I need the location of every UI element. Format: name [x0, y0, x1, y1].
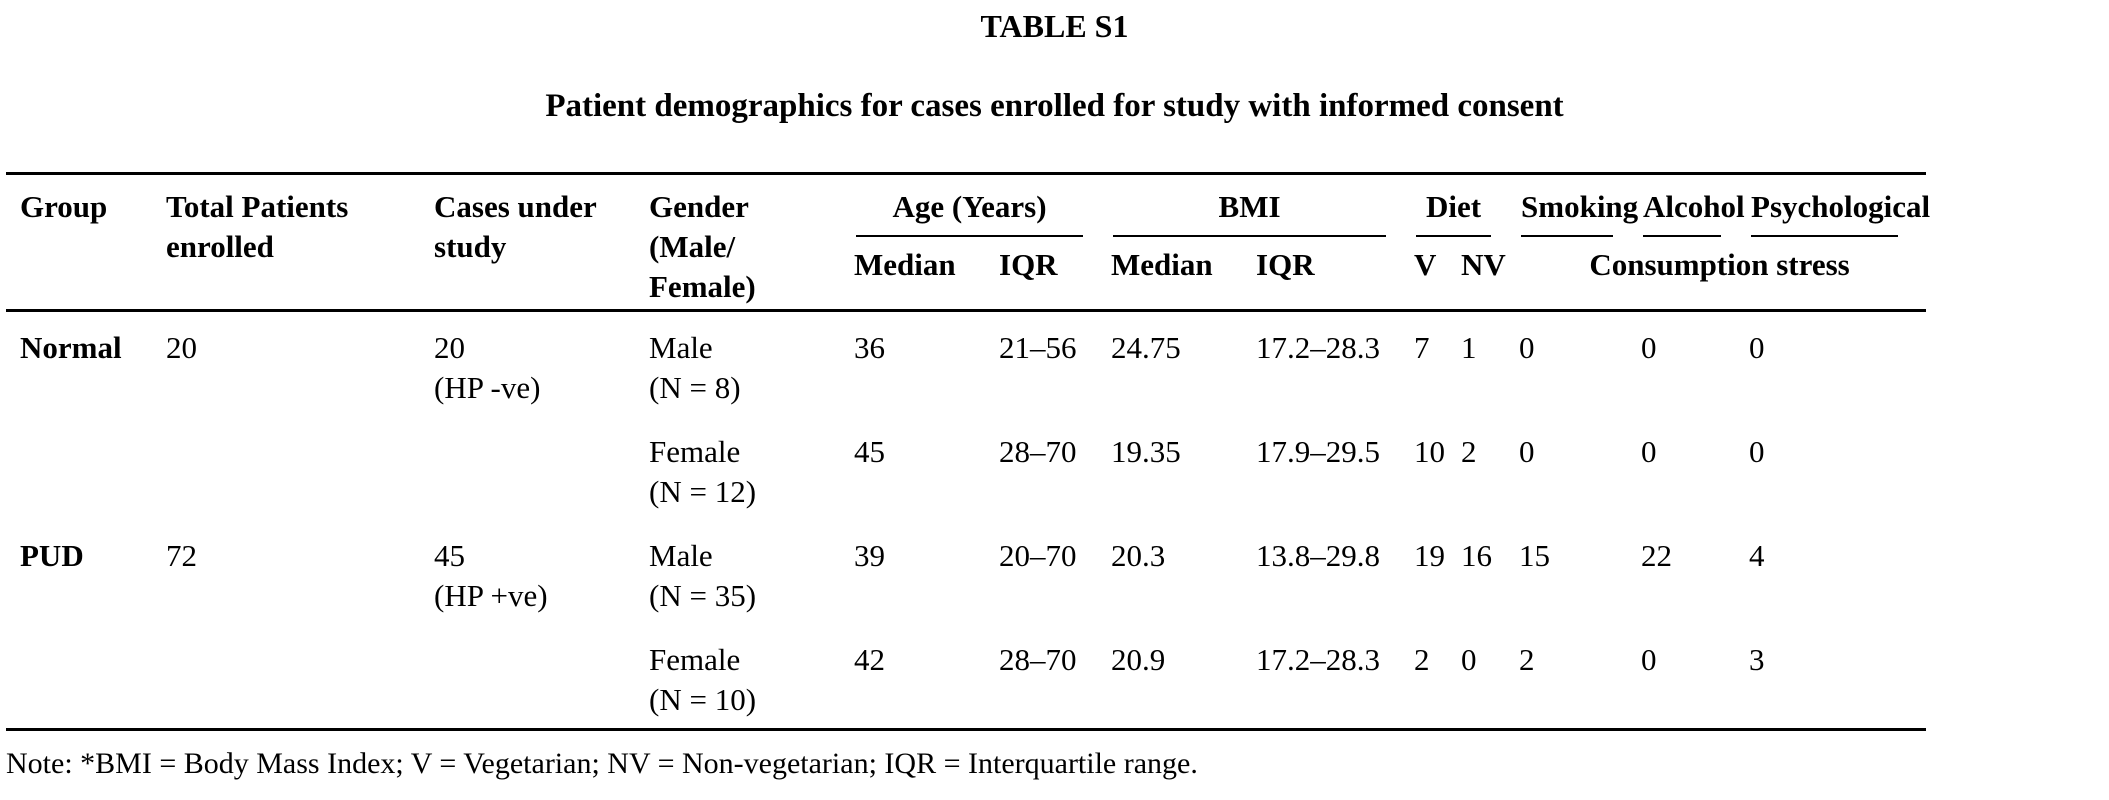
cell-diet-nv: 0 [1461, 642, 1477, 677]
cell-total-patients [166, 624, 434, 730]
cell-total-patients: 20 [166, 330, 197, 365]
cell-bmi-iqr: 17.9–29.5 [1256, 434, 1381, 469]
cell-cases: 20 (HP -ve) [434, 330, 541, 405]
cell-bmi-median: 19.35 [1111, 434, 1181, 469]
cell-group: PUD [20, 538, 84, 573]
cell-diet-v: 10 [1414, 434, 1446, 469]
cell-age-iqr: 21–56 [999, 330, 1077, 365]
cell-gender: Male (N = 35) [649, 538, 757, 613]
cell-smoking: 0 [1519, 330, 1535, 365]
cell-alcohol: 0 [1641, 330, 1657, 365]
cell-cases: 45 (HP +ve) [434, 538, 548, 613]
col-header-alcohol: Alcohol [1641, 174, 1749, 237]
table-row: Female (N = 12) 45 28–70 19.35 17.9–29.5… [6, 416, 1926, 520]
col-header-total-patients: Total Patients enrolled [166, 189, 349, 264]
col-header-gender: Gender (Male/ Female) [649, 189, 756, 304]
cell-gender: Female (N = 10) [649, 642, 757, 717]
cell-psych: 0 [1749, 434, 1765, 469]
cell-diet-nv: 16 [1461, 538, 1493, 573]
cell-bmi-median: 20.9 [1111, 642, 1166, 677]
cell-cases [434, 416, 649, 520]
cell-age-median: 45 [854, 434, 885, 469]
cell-total-patients [166, 416, 434, 520]
cell-total-patients: 72 [166, 538, 197, 573]
cell-diet-v: 19 [1414, 538, 1446, 573]
cell-age-iqr: 28–70 [999, 642, 1077, 677]
col-header-age: Age (Years) [854, 174, 1111, 237]
table-caption-label: TABLE S1 [980, 8, 1129, 44]
header-row-subheaders: Median IQR Median IQR V NV Consumption s… [6, 237, 1926, 311]
cell-alcohol: 0 [1641, 434, 1657, 469]
cell-age-median: 36 [854, 330, 885, 365]
table-body: Normal 20 20 (HP -ve) Male (N = 8) 36 21… [6, 311, 1927, 730]
cell-bmi-iqr: 17.2–28.3 [1256, 642, 1381, 677]
table-header: Group Total Patients enrolled Cases unde… [6, 174, 1930, 311]
cell-psych: 3 [1749, 642, 1765, 677]
subheader-diet-nv: NV [1461, 247, 1506, 282]
cell-group [6, 416, 166, 520]
header-row-groups: Group Total Patients enrolled Cases unde… [6, 174, 1930, 304]
table-row: PUD 72 45 (HP +ve) Male (N = 35) 39 20–7… [6, 520, 1926, 624]
subheader-age-median: Median [854, 247, 956, 282]
cell-diet-v: 2 [1414, 642, 1430, 677]
subheader-bmi-iqr: IQR [1256, 247, 1315, 282]
col-header-bmi: BMI [1111, 174, 1414, 237]
subheader-consumption-stress: Consumption stress [1589, 247, 1850, 282]
subheader-diet-v: V [1414, 247, 1437, 282]
cell-age-median: 39 [854, 538, 885, 573]
cell-smoking: 0 [1519, 434, 1535, 469]
cell-bmi-iqr: 17.2–28.3 [1256, 330, 1381, 365]
cell-diet-nv: 2 [1461, 434, 1477, 469]
cell-age-median: 42 [854, 642, 885, 677]
cell-smoking: 15 [1519, 538, 1551, 573]
cell-alcohol: 0 [1641, 642, 1657, 677]
col-header-cases-under-study: Cases under study [434, 189, 597, 264]
col-header-group: Group [20, 189, 108, 224]
demographics-table: Group Total Patients enrolled Cases unde… [6, 172, 1930, 731]
cell-bmi-median: 24.75 [1111, 330, 1181, 365]
table-footnote: Note: *BMI = Body Mass Index; V = Vegeta… [6, 747, 1198, 780]
subheader-age-iqr: IQR [999, 247, 1058, 282]
col-header-psychological: Psychological [1749, 174, 1930, 237]
cell-psych: 4 [1749, 538, 1765, 573]
subheader-bmi-median: Median [1111, 247, 1213, 282]
table-row: Female (N = 10) 42 28–70 20.9 17.2–28.3 … [6, 624, 1926, 730]
cell-group: Normal [20, 330, 122, 365]
cell-age-iqr: 28–70 [999, 434, 1077, 469]
table-row: Normal 20 20 (HP -ve) Male (N = 8) 36 21… [6, 311, 1926, 417]
cell-cases [434, 624, 649, 730]
cell-bmi-median: 20.3 [1111, 538, 1166, 573]
cell-psych: 0 [1749, 330, 1765, 365]
cell-diet-nv: 1 [1461, 330, 1477, 365]
cell-group [6, 624, 166, 730]
cell-alcohol: 22 [1641, 538, 1673, 573]
cell-age-iqr: 20–70 [999, 538, 1077, 573]
cell-gender: Female (N = 12) [649, 434, 757, 509]
cell-smoking: 2 [1519, 642, 1535, 677]
table-caption-title: Patient demographics for cases enrolled … [545, 88, 1564, 124]
col-header-smoking: Smoking [1519, 174, 1641, 237]
cell-gender: Male (N = 8) [649, 330, 741, 405]
col-header-diet: Diet [1414, 174, 1519, 237]
cell-diet-v: 7 [1414, 330, 1430, 365]
cell-bmi-iqr: 13.8–29.8 [1256, 538, 1381, 573]
